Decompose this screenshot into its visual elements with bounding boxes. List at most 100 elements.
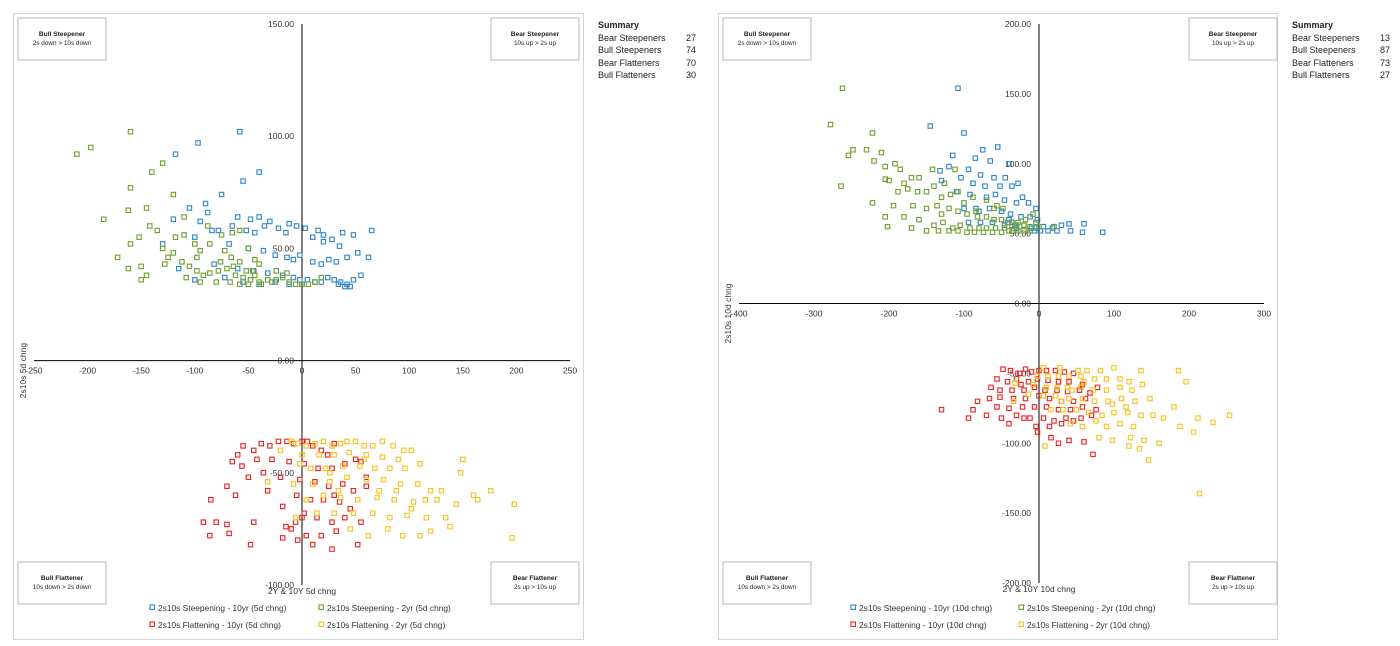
data-point	[1040, 365, 1047, 371]
quadrant-box	[1188, 17, 1278, 61]
data-point	[136, 234, 142, 240]
summary-panel-10d: Summary Bear Steepeners 13 Bull Steepener…	[1292, 19, 1390, 82]
data-point	[226, 241, 232, 247]
data-point	[980, 229, 987, 235]
data-point	[408, 505, 415, 512]
data-point	[408, 447, 415, 454]
data-point	[1043, 367, 1050, 374]
data-point	[1147, 395, 1153, 402]
data-point	[165, 254, 171, 261]
data-point	[1018, 381, 1024, 388]
data-point	[208, 496, 214, 503]
data-point	[186, 205, 193, 211]
data-point	[983, 214, 990, 220]
data-point	[318, 279, 325, 285]
data-point	[346, 449, 352, 456]
data-point	[1111, 409, 1117, 416]
data-point	[245, 281, 252, 288]
data-point	[882, 214, 889, 220]
data-point	[938, 194, 945, 201]
data-point	[1129, 387, 1135, 393]
legend-label: 2s10s Flattening - 10yr (10d chng)	[859, 620, 987, 630]
data-point	[1084, 367, 1090, 374]
data-point	[1055, 406, 1062, 413]
data-point	[1127, 434, 1134, 441]
data-point	[1091, 398, 1098, 405]
data-point	[998, 216, 1005, 223]
y-tick-label: -50.00	[270, 468, 294, 478]
data-point	[272, 252, 278, 258]
data-point	[434, 496, 440, 503]
data-point	[1045, 373, 1051, 379]
data-point	[950, 152, 956, 159]
data-point	[357, 463, 363, 469]
data-point	[890, 202, 897, 209]
data-point	[149, 169, 155, 175]
legend-label: 2s10s Steepening - 2yr (10d chng)	[1027, 603, 1156, 613]
data-point	[1048, 406, 1054, 413]
data-point	[1009, 183, 1015, 189]
data-point	[162, 261, 168, 267]
data-point	[1013, 200, 1020, 206]
data-point	[1043, 404, 1050, 410]
y-tick-label: -50.00	[1007, 368, 1031, 378]
data-point	[487, 488, 494, 494]
data-point	[324, 274, 331, 281]
data-point	[994, 404, 1000, 410]
data-point	[154, 227, 161, 234]
data-point	[940, 219, 946, 226]
data-point	[1105, 398, 1111, 405]
data-point	[1081, 221, 1087, 227]
data-point	[347, 526, 353, 532]
data-point	[228, 254, 234, 261]
data-point	[207, 270, 213, 276]
data-point	[1012, 380, 1018, 386]
data-point	[329, 519, 335, 525]
y-tick-label: -100.00	[265, 580, 294, 590]
data-point	[376, 488, 382, 494]
data-point	[1054, 384, 1060, 391]
data-point	[331, 277, 337, 283]
legend-marker	[850, 621, 856, 627]
data-point	[312, 279, 318, 285]
summary-value: 70	[685, 57, 696, 68]
data-point	[1123, 404, 1129, 410]
x-tick-label: 200	[1182, 309, 1196, 319]
data-point	[994, 202, 1000, 209]
data-point	[1010, 398, 1017, 405]
data-point	[1013, 225, 1020, 231]
data-point	[964, 211, 970, 217]
data-point	[252, 272, 258, 279]
y-tick-label: 0.00	[277, 356, 294, 366]
quadrant-subtitle: 2s up > 10s up	[1212, 584, 1255, 591]
data-point	[305, 281, 312, 288]
data-point	[991, 216, 997, 223]
data-point	[965, 415, 972, 421]
data-point	[1132, 398, 1138, 405]
data-point	[181, 232, 187, 238]
y-tick-label: -200.00	[1002, 578, 1031, 588]
data-point	[260, 247, 267, 254]
data-point	[331, 492, 337, 498]
quadrant-title: Bear Flattener	[513, 575, 558, 582]
data-point	[350, 510, 357, 516]
data-point	[1160, 415, 1167, 421]
data-point	[252, 229, 258, 236]
data-point	[292, 281, 299, 288]
data-point	[1004, 219, 1011, 226]
data-point	[1027, 415, 1033, 421]
data-point	[402, 465, 408, 472]
data-point	[264, 270, 271, 276]
data-point	[372, 465, 378, 472]
data-point	[339, 481, 346, 487]
summary-label: Bear Flatteners	[598, 57, 660, 68]
data-point	[950, 225, 956, 231]
data-point	[309, 259, 316, 265]
data-point	[1195, 415, 1201, 421]
data-point	[256, 261, 262, 267]
data-point	[243, 227, 250, 234]
data-point	[976, 208, 982, 215]
data-point	[286, 220, 292, 227]
data-point	[1124, 409, 1131, 416]
data-point	[983, 197, 990, 203]
